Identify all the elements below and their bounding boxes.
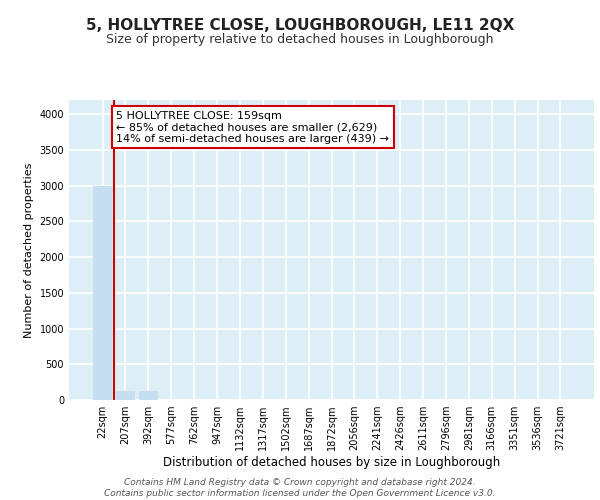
Bar bbox=[139, 392, 158, 400]
Text: 5, HOLLYTREE CLOSE, LOUGHBOROUGH, LE11 2QX: 5, HOLLYTREE CLOSE, LOUGHBOROUGH, LE11 2… bbox=[86, 18, 514, 32]
Text: Size of property relative to detached houses in Loughborough: Size of property relative to detached ho… bbox=[106, 32, 494, 46]
Bar bbox=[116, 390, 135, 400]
Y-axis label: Number of detached properties: Number of detached properties bbox=[24, 162, 34, 338]
Bar bbox=[93, 186, 112, 400]
Text: 5 HOLLYTREE CLOSE: 159sqm
← 85% of detached houses are smaller (2,629)
14% of se: 5 HOLLYTREE CLOSE: 159sqm ← 85% of detac… bbox=[116, 110, 389, 144]
Text: Contains HM Land Registry data © Crown copyright and database right 2024.
Contai: Contains HM Land Registry data © Crown c… bbox=[104, 478, 496, 498]
X-axis label: Distribution of detached houses by size in Loughborough: Distribution of detached houses by size … bbox=[163, 456, 500, 469]
